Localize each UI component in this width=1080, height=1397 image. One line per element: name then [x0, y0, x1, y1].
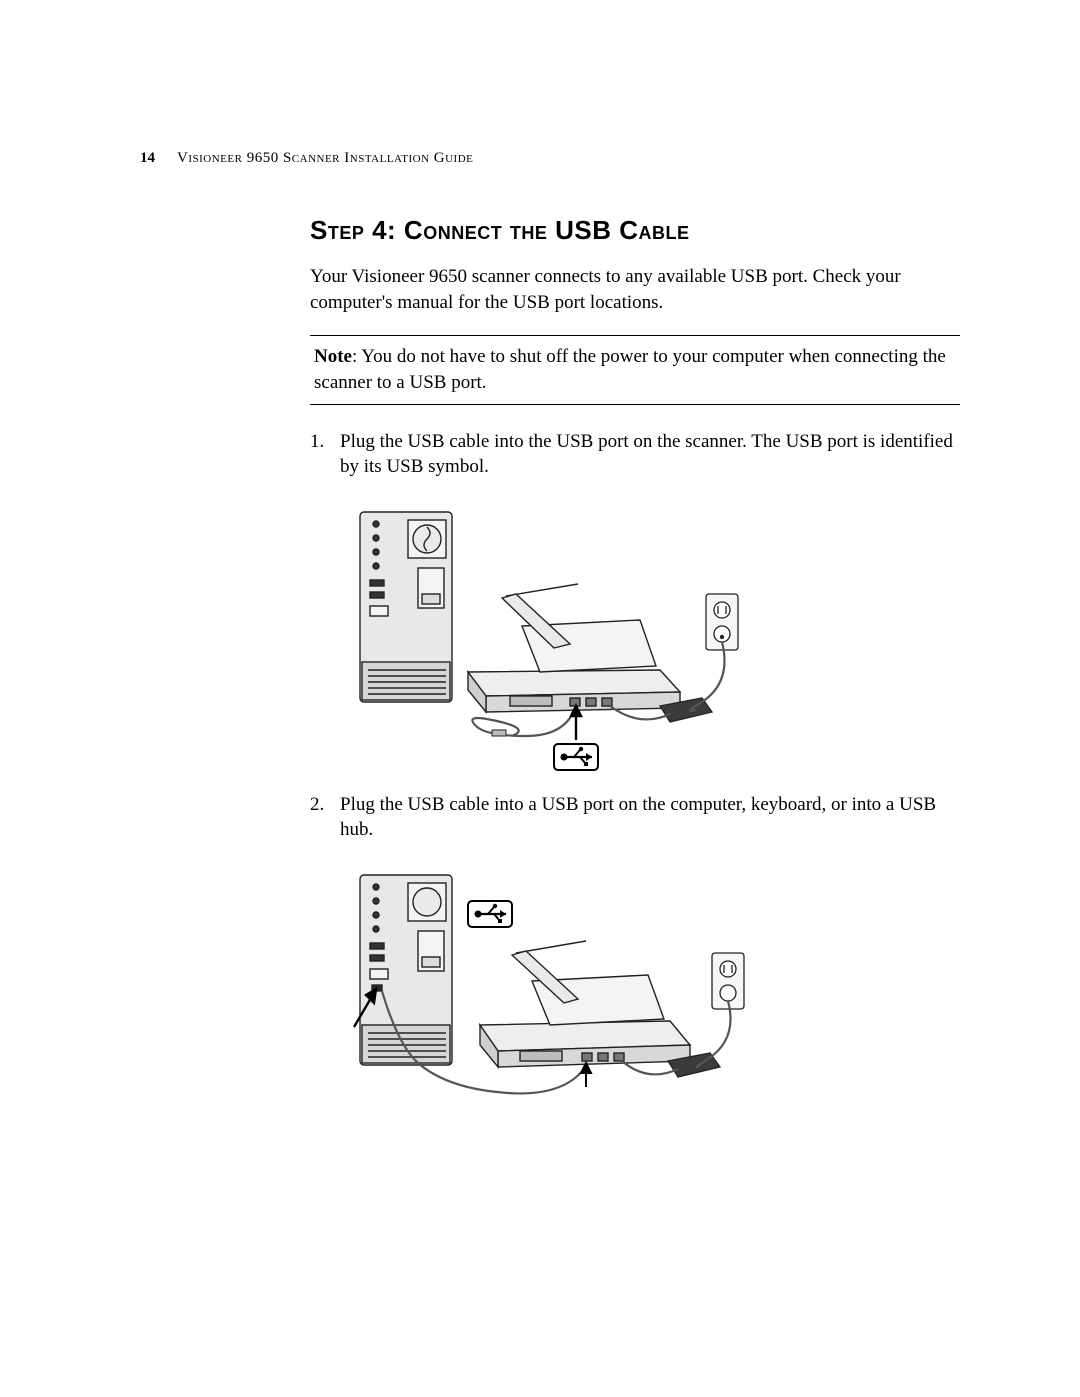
note-box: Note: You do not have to shut off the po… [310, 335, 960, 404]
note-text: : You do not have to shut off the power … [314, 346, 946, 393]
list-item: 2. Plug the USB cable into a USB port on… [310, 792, 960, 843]
page-content: Step 4: Connect the USB Cable Your Visio… [310, 215, 960, 1117]
figure-usb-scanner [340, 494, 960, 774]
document-page: 14 Visioneer 9650 Scanner Installation G… [0, 0, 1080, 1215]
diagram-icon [340, 857, 760, 1117]
list-number: 2. [310, 792, 340, 843]
intro-paragraph: Your Visioneer 9650 scanner connects to … [310, 264, 960, 315]
step-text: Plug the USB cable into the USB port on … [340, 429, 960, 480]
note-label: Note [314, 346, 352, 367]
figure-usb-computer [340, 857, 960, 1117]
section-heading: Step 4: Connect the USB Cable [310, 215, 960, 246]
list-number: 1. [310, 429, 340, 480]
page-number: 14 [140, 150, 155, 167]
running-header: 14 Visioneer 9650 Scanner Installation G… [140, 150, 960, 167]
ordered-steps: 1. Plug the USB cable into the USB port … [310, 429, 960, 1118]
step-text: Plug the USB cable into a USB port on th… [340, 792, 960, 843]
diagram-icon [340, 494, 760, 774]
header-title: Visioneer 9650 Scanner Installation Guid… [177, 150, 473, 167]
list-item: 1. Plug the USB cable into the USB port … [310, 429, 960, 480]
